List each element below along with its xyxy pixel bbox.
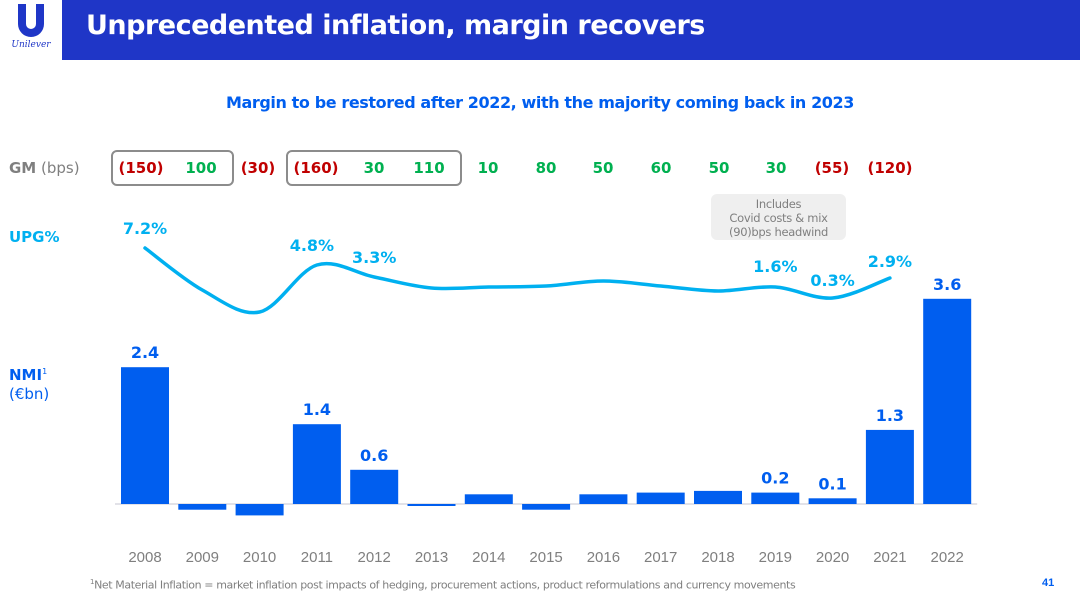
nmi-bar-2011 xyxy=(292,424,341,504)
callout-line-1: Includes xyxy=(755,197,802,211)
covid-callout: Includes Covid costs & mix (90)bps headw… xyxy=(711,194,846,240)
gm-row-label: GM (bps) xyxy=(9,159,80,177)
upg-row-label: UPG% xyxy=(9,228,60,246)
gm-value-2019: 30 xyxy=(765,159,787,177)
unilever-logo: Unilever xyxy=(0,0,62,60)
gm-value-2010: (30) xyxy=(240,159,276,177)
gm-value-2014: 10 xyxy=(477,159,499,177)
upg-label-2012: 3.3% xyxy=(352,248,396,267)
nmi-bar-label-2019: 0.2 xyxy=(761,469,789,488)
x-tick-label-2017: 2017 xyxy=(644,549,677,566)
nmi-bar-2022 xyxy=(923,298,972,504)
x-tick-label-2019: 2019 xyxy=(759,549,792,566)
nmi-footnote-marker: 1 xyxy=(42,367,48,376)
brand-name: Unilever xyxy=(11,40,51,50)
upg-label-2019: 1.6% xyxy=(753,257,797,276)
nmi-bar-2018 xyxy=(694,490,742,504)
x-tick-label-2022: 2022 xyxy=(931,549,964,566)
nmi-bar-2009 xyxy=(178,504,227,510)
footnote-marker: 1 xyxy=(90,578,95,586)
gm-group-box-2 xyxy=(286,150,462,186)
nmi-bar-2008 xyxy=(121,367,169,504)
footnote-text: Net Material Inflation = market inflatio… xyxy=(94,578,796,592)
page-number: 41 xyxy=(1042,577,1055,589)
nmi-bar-label-2012: 0.6 xyxy=(360,446,388,465)
nmi-bar-label-2021: 1.3 xyxy=(876,406,904,425)
nmi-bar-2015 xyxy=(522,504,571,510)
x-tick-label-2013: 2013 xyxy=(415,549,448,566)
x-tick-label-2014: 2014 xyxy=(472,549,505,566)
page-title: Unprecedented inflation, margin recovers xyxy=(86,10,705,41)
gm-value-2016: 50 xyxy=(592,159,614,177)
gm-label-bold: GM xyxy=(9,159,37,177)
gm-group-box-1 xyxy=(111,150,234,186)
nmi-row-label: NMI1 (€bn) xyxy=(9,362,49,404)
gm-value-2013: 110 xyxy=(413,159,445,177)
gm-value-2012: 30 xyxy=(363,159,385,177)
upg-label-2008: 7.2% xyxy=(123,219,167,238)
nmi-label-unit: (€bn) xyxy=(9,385,50,403)
x-tick-label-2011: 2011 xyxy=(301,549,333,566)
gm-value-2009: 100 xyxy=(185,159,217,177)
x-tick-label-2009: 2009 xyxy=(186,549,219,566)
x-tick-label-2020: 2020 xyxy=(816,549,849,566)
nmi-bar-2012 xyxy=(350,469,399,504)
nmi-bar-2010 xyxy=(235,504,284,516)
callout-line-2: Covid costs & mix xyxy=(729,211,828,225)
upg-line xyxy=(143,246,892,315)
x-tick-label-2018: 2018 xyxy=(701,549,734,566)
gm-value-2021: (120) xyxy=(867,159,913,177)
nmi-bar-2021 xyxy=(865,429,914,504)
gm-value-2015: 80 xyxy=(535,159,557,177)
gm-value-2018: 50 xyxy=(708,159,730,177)
upg-label-2021: 2.9% xyxy=(868,252,912,271)
nmi-bar-label-2008: 2.4 xyxy=(131,343,159,362)
nmi-bar-2019 xyxy=(751,492,800,504)
nmi-bar-label-2011: 1.4 xyxy=(303,400,331,419)
x-tick-label-2021: 2021 xyxy=(873,549,906,566)
footnote: 1Net Material Inflation = market inflati… xyxy=(90,578,796,592)
nmi-bar-2017 xyxy=(636,492,685,504)
unilever-u-icon xyxy=(18,4,44,37)
nmi-bar-label-2022: 3.6 xyxy=(933,275,961,294)
nmi-label-bold: NMI xyxy=(9,366,43,384)
upg-label-2011: 4.8% xyxy=(290,236,334,255)
gm-value-2020: (55) xyxy=(814,159,850,177)
chart-subtitle: Margin to be restored after 2022, with t… xyxy=(225,93,855,112)
x-tick-label-2012: 2012 xyxy=(358,549,391,566)
x-tick-label-2010: 2010 xyxy=(243,549,276,566)
gm-label-unit: (bps) xyxy=(36,159,80,177)
nmi-bar-2020 xyxy=(808,498,857,504)
nmi-bar-2014 xyxy=(464,494,513,504)
nmi-bar-2016 xyxy=(579,494,628,504)
title-bar: Unprecedented inflation, margin recovers xyxy=(62,0,1080,60)
x-tick-label-2015: 2015 xyxy=(529,549,562,566)
nmi-bar-label-2020: 0.1 xyxy=(818,474,846,493)
x-tick-label-2016: 2016 xyxy=(587,549,620,566)
nmi-bar-2013 xyxy=(407,504,456,506)
x-tick-label-2008: 2008 xyxy=(128,549,161,566)
gm-value-2011: (160) xyxy=(293,159,339,177)
callout-line-3: (90)bps headwind xyxy=(729,225,828,239)
upg-label-2020: 0.3% xyxy=(810,271,854,290)
gm-value-2017: 60 xyxy=(650,159,672,177)
gm-value-2008: (150) xyxy=(118,159,164,177)
